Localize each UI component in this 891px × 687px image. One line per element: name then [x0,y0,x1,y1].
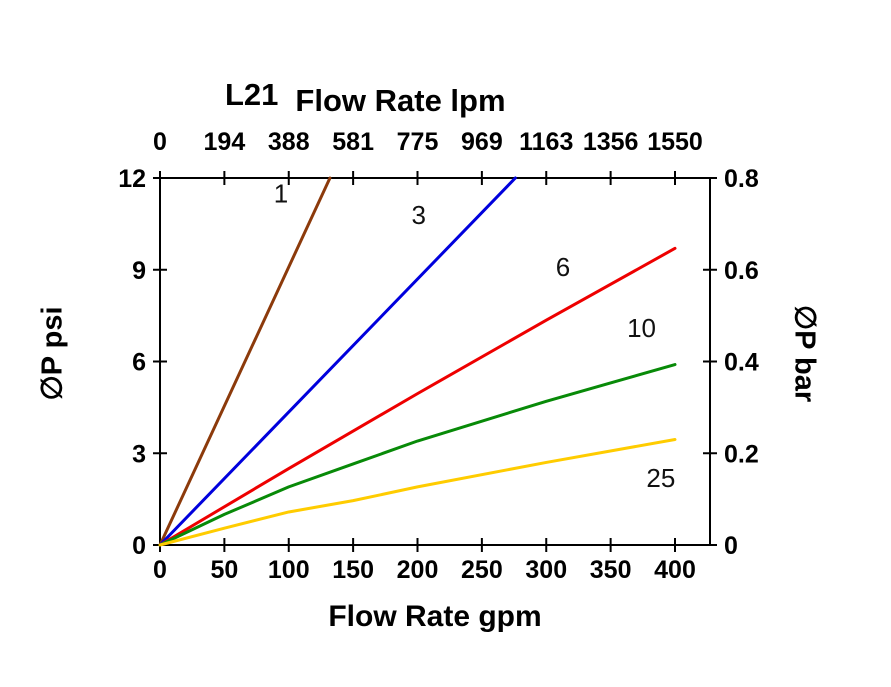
top-tick-label: 775 [397,128,439,156]
top-tick-label: 1550 [647,128,703,156]
series-line-1 [158,176,332,547]
series-label-3: 3 [412,200,426,230]
left-tick-label: 9 [132,257,146,285]
bottom-tick-label: 0 [153,556,167,584]
bottom-tick-label: 250 [461,556,503,584]
top-tick-label: 1163 [519,128,573,156]
series-line-10 [158,363,677,547]
right-tick-label: 0.8 [724,165,759,193]
left-tick-label: 12 [118,165,146,193]
top-tick-label: 581 [332,128,374,156]
left-tick-label: 6 [132,349,146,377]
right-tick-label: 0.4 [724,349,759,377]
top-tick-label: 194 [204,128,246,156]
bottom-tick-label: 300 [525,556,567,584]
right-tick-label: 0.6 [724,257,759,285]
left-tick-label: 0 [132,532,146,560]
top-tick-label: 388 [268,128,310,156]
top-tick-label: 969 [461,128,503,156]
bottom-tick-label: 100 [268,556,310,584]
bottom-tick-label: 200 [397,556,439,584]
bottom-tick-label: 350 [590,556,632,584]
top-tick-label: 0 [153,128,167,156]
plot-border [159,177,711,546]
left-tick-label: 3 [132,440,146,468]
series-label-25: 25 [646,463,675,493]
series-line-6 [158,246,677,547]
tick-labels: 0050194100388150581200775250969300116335… [118,128,759,584]
bottom-tick-label: 400 [654,556,696,584]
top-tick-label: 1356 [583,128,639,156]
series-label-1: 1 [274,178,288,208]
right-tick-label: 0.2 [724,440,759,468]
chart-title-row: L21 Flow Rate lpm [225,77,506,119]
series-label-10: 10 [627,313,656,343]
top-axis-label: Flow Rate lpm [295,83,506,118]
axis-ticks [153,171,717,552]
right-tick-label: 0 [724,532,738,560]
series-line-25 [158,437,677,547]
chart-title: L21 [225,77,279,112]
series-label-6: 6 [556,252,570,282]
bottom-axis-label: Flow Rate gpm [328,600,542,633]
series-line-3 [158,176,517,547]
bottom-tick-label: 150 [332,556,374,584]
bottom-tick-label: 50 [210,556,238,584]
